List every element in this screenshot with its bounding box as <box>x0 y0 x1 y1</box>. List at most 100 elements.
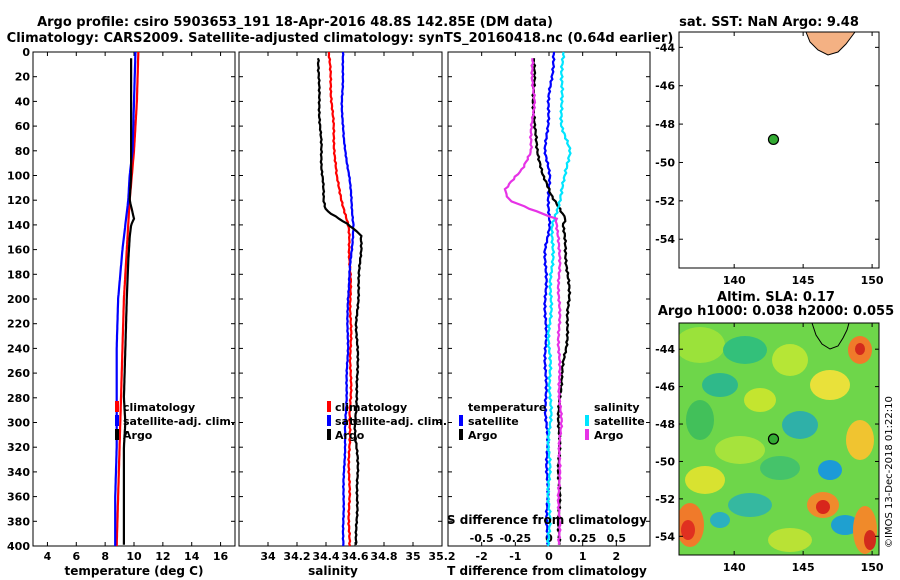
x-tick-label: 34.2 <box>283 550 310 563</box>
x-tick-label: 35.2 <box>428 550 455 563</box>
sla-blob <box>715 436 765 464</box>
s-tick-label: -0.25 <box>499 532 531 545</box>
depth-tick-label: 240 <box>7 342 30 355</box>
x-tick-label: 16 <box>213 550 229 563</box>
depth-tick-label: 220 <box>7 318 30 331</box>
sst-map-frame <box>678 31 880 269</box>
x-tick-label: 10 <box>126 550 142 563</box>
sla-blob <box>782 411 818 439</box>
legend-swatch-climatology <box>327 401 331 412</box>
sla-blob <box>855 343 865 355</box>
argo-float-marker <box>767 133 780 146</box>
tasmania-land-shape <box>805 31 856 56</box>
x-tick-label: 34.8 <box>370 550 397 563</box>
sst-map-panel: sat. SST: NaN Argo: 9.48 140 145 150 -44-4… <box>655 15 884 287</box>
s-tick-label: -0.5 <box>470 532 494 545</box>
s-tick-label: 0.25 <box>569 532 596 545</box>
depth-tick-label: 280 <box>7 392 30 405</box>
depth-tick-label: 320 <box>7 441 30 454</box>
salinity-legend: climatology satellite-adj. clim. Argo <box>327 401 447 442</box>
legend-swatch-argo <box>115 429 119 440</box>
map-x-tick-label: 150 <box>861 561 884 574</box>
sla-blob <box>846 420 874 460</box>
sla-map-marks <box>767 433 780 445</box>
temperature-legend: climatology satellite-adj. clim. Argo <box>115 401 235 442</box>
depth-tick-label: 160 <box>7 244 30 257</box>
x-tick-label: 14 <box>184 550 200 563</box>
sla-blob <box>744 388 776 412</box>
depth-tick-label: 340 <box>7 466 30 479</box>
sla-blob <box>686 400 714 440</box>
legend-swatch-s-satellite <box>585 415 589 426</box>
legend-label-climatology: climatology <box>335 401 407 414</box>
series-line-satellite-adj-clim- <box>114 52 137 546</box>
legend-label-s-argo: Argo <box>594 429 624 442</box>
sla-blob <box>710 512 730 528</box>
sst-map-marks <box>767 133 780 146</box>
depth-axis: 0 20 40 60 80 100 120 140 160 180 200 220 240 260 280 3… <box>7 46 30 553</box>
legend-label-argo: Argo <box>335 429 365 442</box>
sla-blob <box>816 500 830 514</box>
legend-label-climatology: climatology <box>123 401 195 414</box>
depth-tick-label: 80 <box>15 145 31 158</box>
depth-tick-label: 300 <box>7 417 30 430</box>
sla-blob <box>760 456 800 480</box>
sla-blob <box>679 327 725 363</box>
map-y-tick-label: -48 <box>655 118 675 131</box>
x-tick-label: 4 <box>44 550 52 563</box>
sla-blob <box>864 530 876 550</box>
salinity-axes-frame <box>238 51 443 547</box>
sst-map-x-axis: 140 145 150 <box>723 32 884 287</box>
map-x-tick-label: 140 <box>723 561 746 574</box>
depth-tick-label: 40 <box>15 95 31 108</box>
series-line-satellite-adj-clim- <box>340 51 355 547</box>
map-x-tick-label: 150 <box>861 274 884 287</box>
x-tick-label: 2 <box>613 550 621 563</box>
series-line-argo <box>316 57 363 546</box>
x-tick-label: 34 <box>260 550 276 563</box>
sla-blob <box>702 373 738 397</box>
map-y-tick-label: -52 <box>655 493 675 506</box>
sla-blob <box>810 370 850 400</box>
series-line-climatology <box>115 52 140 547</box>
sla-map-title-line1: Altim. SLA: 0.17 <box>717 290 835 305</box>
s-tick-label: 0.5 <box>607 532 627 545</box>
depth-tick-label: 100 <box>7 170 30 183</box>
figure-title-line1: Argo profile: csiro 5903653_191 18-Apr-2… <box>37 15 553 30</box>
legend-swatch-t-satellite <box>459 415 463 426</box>
map-y-tick-label: -46 <box>655 381 675 394</box>
map-y-tick-label: -44 <box>655 41 675 54</box>
map-x-tick-label: 145 <box>792 274 815 287</box>
sla-blob <box>723 336 767 364</box>
depth-tick-label: 180 <box>7 268 30 281</box>
s-difference-axis: -0.5 -0.25 0 0.25 0.5 <box>470 532 626 545</box>
map-y-tick-label: -52 <box>655 195 675 208</box>
imos-watermark: ©IMOS 13-Dec-2018 01:22:10 <box>884 396 895 548</box>
legend-swatch-satellite <box>327 415 331 426</box>
depth-tick-label: 60 <box>15 120 31 133</box>
map-x-tick-label: 145 <box>792 561 815 574</box>
sla-blob <box>681 520 695 540</box>
legend-swatch-satellite <box>115 415 119 426</box>
difference-lines <box>448 51 650 547</box>
map-y-tick-label: -48 <box>655 418 675 431</box>
depth-tick-label: 200 <box>7 293 30 306</box>
s-difference-label: S difference from climatology <box>447 513 647 527</box>
sla-map-x-axis: 140 145 150 <box>723 323 884 574</box>
sla-blob <box>772 344 808 376</box>
series-line-salinity-satellite <box>545 51 572 547</box>
legend-swatch-s-argo <box>585 429 589 440</box>
x-tick-label: 8 <box>101 550 109 563</box>
depth-tick-label: 260 <box>7 367 30 380</box>
legend-label-t-argo: Argo <box>468 429 498 442</box>
salinity-lines <box>239 51 442 547</box>
map-y-tick-label: -46 <box>655 80 675 93</box>
sla-blob <box>831 515 859 535</box>
temperature-x-axis: 4 6 8 10 12 14 16 <box>44 52 229 563</box>
legend-label-t-satellite: satellite <box>468 415 519 428</box>
x-tick-label: -2 <box>476 550 488 563</box>
x-tick-label: 34.6 <box>341 550 368 563</box>
sla-blob <box>685 466 725 494</box>
legend-swatch-climatology <box>115 401 119 412</box>
temperature-panel: 0 20 40 60 80 100 120 140 160 180 200 220 240 260 280 3… <box>7 46 236 578</box>
